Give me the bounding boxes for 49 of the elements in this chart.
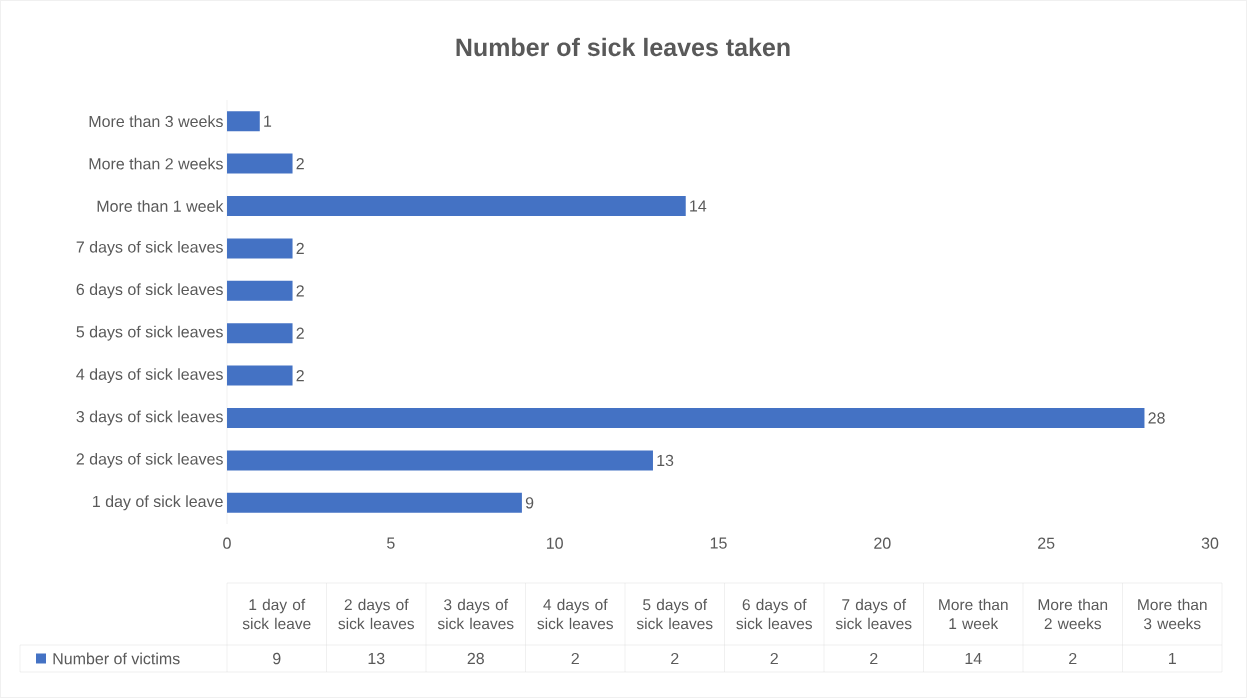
x-tick-label: 0 [223,537,231,549]
data-label: 13 [657,454,674,467]
y-tick-label: 2 days of sick leaves [76,452,223,468]
text: 9 [273,652,281,665]
data-label: 2 [296,370,304,382]
data-label: 9 [525,497,534,509]
y-tick-label: More than 2 weeks [89,157,223,170]
chart-title: Number of sick leaves taken [456,37,790,57]
text: 1 [1169,652,1176,664]
data-label: 14 [690,200,707,212]
data-label: 2 [296,242,304,254]
x-tick-label: 15 [710,537,727,549]
y-tick-label: More than 1 week [97,200,224,212]
y-tick-label: 4 days of sick leaves [76,368,223,384]
category-label: 1 day of sick leave [242,598,311,630]
x-tick-label: 30 [1201,537,1219,549]
data-label: 1 [264,115,272,127]
text: 13 [368,652,385,665]
data-label: 2 [296,327,304,339]
category-label: 5 days of sick leaves [636,598,713,630]
text: 2 [1069,652,1077,665]
category-label: 2 days of sick leaves [338,598,415,630]
data-label: 2 [296,285,304,297]
y-tick-label: 1 day of sick leave [93,495,223,511]
y-tick-label: 6 days of sick leaves [76,283,223,299]
x-tick-label: 10 [547,537,563,549]
text: 2 [671,652,679,665]
category-label: More than 3 weeks [1138,598,1207,630]
text: 28 [467,652,484,665]
category-label: 3 days of sick leaves [437,598,514,630]
legend-label: Number of victims [53,652,180,665]
y-tick-label: 3 days of sick leaves [76,410,223,426]
category-label: More than 2 weeks [1038,598,1108,630]
category-label: 4 days of sick leaves [537,598,614,630]
y-tick-label: More than 3 weeks [89,115,223,128]
category-label: 6 days of sick leaves [736,598,813,630]
text: 2 [870,652,878,665]
text: 2 [770,652,778,665]
data-label: 28 [1148,412,1165,424]
x-tick-label: 5 [387,537,395,549]
category-label: 7 days of sick leaves [835,598,912,630]
x-tick-label: 20 [874,537,891,549]
text: 2 [571,652,579,665]
x-tick-label: 25 [1038,537,1055,549]
y-tick-label: 5 days of sick leaves [76,325,223,341]
data-label: 2 [296,158,304,170]
text: 14 [965,652,982,664]
y-tick-label: 7 days of sick leaves [76,240,223,256]
category-label: More than 1 week [939,598,1008,630]
